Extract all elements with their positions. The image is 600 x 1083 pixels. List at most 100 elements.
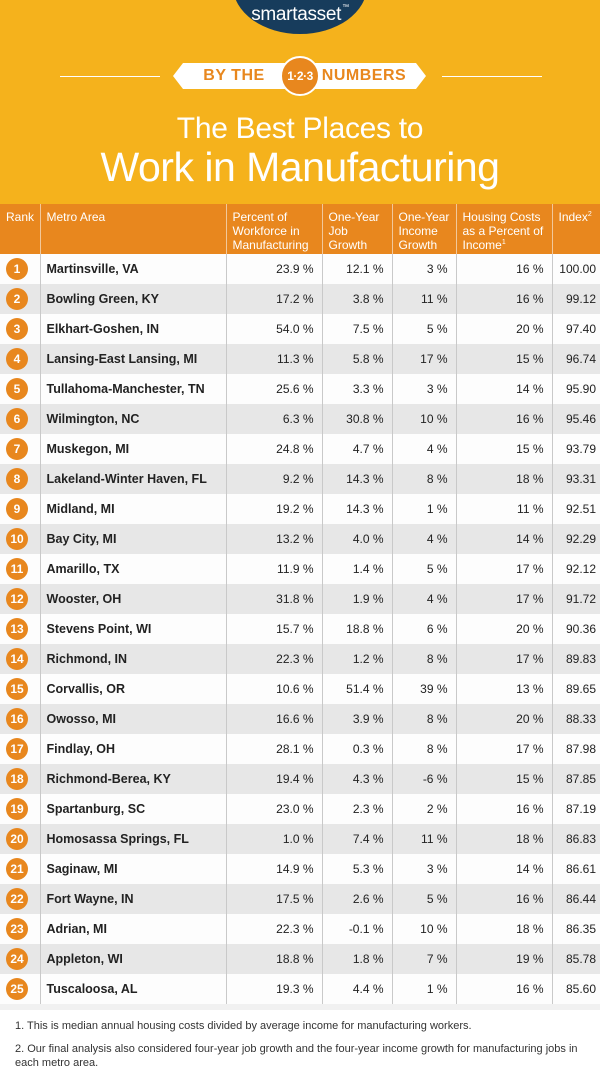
index-cell: 90.36 (552, 614, 600, 644)
page-title-line-1: The Best Places to (176, 112, 424, 145)
rank-cell: 3 (0, 314, 41, 344)
table-row: 11 Amarillo, TX 11.9 % 1.4 % 5 % 17 % 92.12 (0, 554, 600, 584)
rank-cell: 5 (0, 374, 41, 404)
housing-cell: 14 % (456, 524, 553, 554)
income-growth-cell: 17 % (392, 344, 457, 374)
metro-cell: Adrian, MI (40, 914, 227, 944)
job-growth-cell: 30.8 % (322, 404, 393, 434)
housing-cell: 13 % (456, 674, 553, 704)
workforce-cell: 24.8 % (226, 434, 323, 464)
rank-badge: 24 (6, 948, 28, 970)
metro-cell: Tullahoma-Manchester, TN (40, 374, 227, 404)
housing-cell: 17 % (456, 734, 553, 764)
job-growth-cell: 51.4 % (322, 674, 393, 704)
column-header-income-growth: One-Year Income Growth (392, 204, 457, 254)
metro-cell: Owosso, MI (40, 704, 227, 734)
rank-cell: 9 (0, 494, 41, 524)
brand-logo-text: smartasset™ (251, 4, 349, 25)
rank-cell: 13 (0, 614, 41, 644)
income-growth-cell: 6 % (392, 614, 457, 644)
rank-badge: 25 (6, 978, 28, 1000)
rank-badge: 7 (6, 438, 28, 460)
table-row: 16 Owosso, MI 16.6 % 3.9 % 8 % 20 % 88.33 (0, 704, 600, 734)
index-cell: 95.90 (552, 374, 600, 404)
ribbon-numbers: NUMBERS (312, 63, 426, 89)
table-row: 6 Wilmington, NC 6.3 % 30.8 % 10 % 16 % 95.46 (0, 404, 600, 434)
table-row: 25 Tuscaloosa, AL 19.3 % 4.4 % 1 % 16 % 85.60 (0, 974, 600, 1004)
workforce-cell: 54.0 % (226, 314, 323, 344)
rank-badge: 18 (6, 768, 28, 790)
index-cell: 97.40 (552, 314, 600, 344)
table-row: 2 Bowling Green, KY 17.2 % 3.8 % 11 % 16 % 99.… (0, 284, 600, 314)
housing-cell: 16 % (456, 284, 553, 314)
rank-badge: 5 (6, 378, 28, 400)
table-row: 3 Elkhart-Goshen, IN 54.0 % 7.5 % 5 % 20 % 97.… (0, 314, 600, 344)
index-cell: 87.85 (552, 764, 600, 794)
column-header-metro: Metro Area (40, 204, 227, 254)
footnotes: 1. This is median annual housing costs d… (0, 1010, 600, 1083)
metro-cell: Homosassa Springs, FL (40, 824, 227, 854)
workforce-cell: 17.2 % (226, 284, 323, 314)
index-cell: 92.51 (552, 494, 600, 524)
table-row: 21 Saginaw, MI 14.9 % 5.3 % 3 % 14 % 86.61 (0, 854, 600, 884)
job-growth-cell: 5.3 % (322, 854, 393, 884)
rank-cell: 12 (0, 584, 41, 614)
table-row: 4 Lansing-East Lansing, MI 11.3 % 5.8 % 17 %… (0, 344, 600, 374)
rank-cell: 17 (0, 734, 41, 764)
index-cell: 86.44 (552, 884, 600, 914)
job-growth-cell: 3.8 % (322, 284, 393, 314)
housing-cell: 16 % (456, 884, 553, 914)
housing-cell: 14 % (456, 854, 553, 884)
rank-cell: 23 (0, 914, 41, 944)
workforce-cell: 19.4 % (226, 764, 323, 794)
index-cell: 100.00 (552, 254, 600, 284)
workforce-cell: 22.3 % (226, 914, 323, 944)
rank-cell: 22 (0, 884, 41, 914)
rank-cell: 14 (0, 644, 41, 674)
housing-cell: 20 % (456, 614, 553, 644)
table-row: 17 Findlay, OH 28.1 % 0.3 % 8 % 17 % 87.98 (0, 734, 600, 764)
metro-cell: Bowling Green, KY (40, 284, 227, 314)
workforce-cell: 9.2 % (226, 464, 323, 494)
rank-cell: 11 (0, 554, 41, 584)
housing-cell: 17 % (456, 584, 553, 614)
housing-cell: 20 % (456, 314, 553, 344)
rank-cell: 2 (0, 284, 41, 314)
workforce-cell: 23.9 % (226, 254, 323, 284)
job-growth-cell: 7.5 % (322, 314, 393, 344)
column-header-index: Index2 (552, 204, 600, 254)
rank-badge: 1 (6, 258, 28, 280)
housing-cell: 16 % (456, 974, 553, 1004)
metro-cell: Stevens Point, WI (40, 614, 227, 644)
metro-cell: Muskegon, MI (40, 434, 227, 464)
rank-cell: 20 (0, 824, 41, 854)
metro-cell: Saginaw, MI (40, 854, 227, 884)
housing-cell: 16 % (456, 404, 553, 434)
income-growth-cell: 5 % (392, 314, 457, 344)
housing-cell: 19 % (456, 944, 553, 974)
metro-cell: Fort Wayne, IN (40, 884, 227, 914)
job-growth-cell: 1.8 % (322, 944, 393, 974)
header-banner: smartasset™ BY THE NUMBERS 1·2·3 The Bes… (0, 0, 600, 204)
rank-badge: 12 (6, 588, 28, 610)
income-growth-cell: 4 % (392, 434, 457, 464)
footnote-1: 1. This is median annual housing costs d… (15, 1020, 472, 1032)
income-growth-cell: 1 % (392, 974, 457, 1004)
job-growth-cell: 7.4 % (322, 824, 393, 854)
housing-cell: 14 % (456, 374, 553, 404)
metro-cell: Wooster, OH (40, 584, 227, 614)
job-growth-cell: 1.9 % (322, 584, 393, 614)
income-growth-cell: 7 % (392, 944, 457, 974)
workforce-cell: 6.3 % (226, 404, 323, 434)
index-cell: 87.98 (552, 734, 600, 764)
brand-logo[interactable]: smartasset™ (233, 0, 367, 34)
divider-left (60, 76, 160, 77)
income-growth-cell: 39 % (392, 674, 457, 704)
ribbon-by-the: BY THE (173, 63, 285, 89)
index-cell: 86.83 (552, 824, 600, 854)
housing-cell: 16 % (456, 254, 553, 284)
table-row: 23 Adrian, MI 22.3 % -0.1 % 10 % 18 % 86.35 (0, 914, 600, 944)
column-header-housing: Housing Costs as a Percent of Income1 (456, 204, 553, 254)
table-row: 20 Homosassa Springs, FL 1.0 % 7.4 % 11 % 18 … (0, 824, 600, 854)
income-growth-cell: 11 % (392, 824, 457, 854)
